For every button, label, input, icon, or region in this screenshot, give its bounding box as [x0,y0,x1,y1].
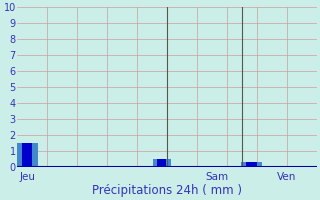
X-axis label: Précipitations 24h ( mm ): Précipitations 24h ( mm ) [92,184,242,197]
Bar [153,159,171,167]
Bar [17,143,37,167]
Bar [241,162,262,167]
Bar [22,143,33,167]
Bar [246,162,257,167]
Bar [157,159,166,167]
